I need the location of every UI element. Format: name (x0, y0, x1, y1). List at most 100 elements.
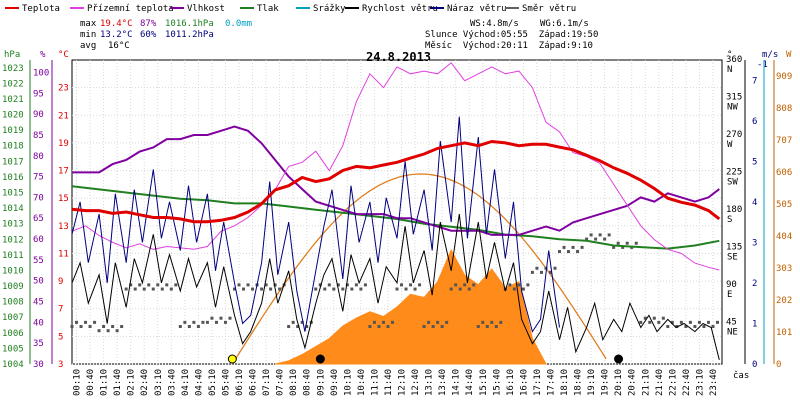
wind-dir-point (490, 320, 494, 324)
series-rychlost-vetru (71, 213, 720, 361)
stat-avg-temp: 16°C (108, 41, 130, 51)
tick-c: 5 (58, 332, 63, 342)
tick-time: 08:10 (289, 369, 299, 396)
tick-hpa: 1014 (2, 204, 24, 214)
tick-time: 22:10 (668, 369, 678, 396)
tick-pct: 75 (33, 173, 44, 183)
wind-dir-point (400, 283, 404, 287)
tick-hpa: 1015 (2, 189, 24, 199)
tick-time: 13:40 (438, 369, 448, 396)
tick-time: 14:40 (465, 369, 475, 396)
wind-dir-point (115, 329, 119, 333)
tick-dir-deg: 270 (726, 130, 742, 140)
wind-dir-point (544, 266, 548, 270)
stat-min-label: min (80, 30, 96, 40)
wind-dir-point (219, 316, 223, 320)
wind-dir-point (648, 320, 652, 324)
wind-dir-point (93, 320, 97, 324)
wind-dir-point (291, 320, 295, 324)
wind-dir-point (666, 325, 670, 329)
tick-pct: 60 (33, 235, 44, 245)
wind-dir-point (436, 320, 440, 324)
series-vlhkost (72, 125, 720, 236)
wind-dir-point (70, 325, 74, 329)
tick-dir-name: N (727, 65, 732, 75)
wind-dir-point (652, 316, 656, 320)
tick-hpa: 1006 (2, 329, 24, 339)
wind-dir-point (120, 325, 124, 329)
tick-time: 08:40 (303, 369, 313, 396)
tick-dir-deg: 360 (726, 55, 742, 65)
series-naraz-vetru (71, 116, 560, 333)
axis-unit-deg: ° (727, 50, 732, 60)
wind-dir-point (598, 233, 602, 237)
wind-dir-point (526, 283, 530, 287)
stats-block: max 19.4°C 87% 1016.1hPa 0.0mm min 13.2°… (80, 19, 598, 51)
tick-time: 22:40 (682, 369, 692, 396)
stat-max-hum: 87% (140, 19, 157, 29)
tick-pct: 55 (33, 256, 44, 266)
wind-dir-point (372, 320, 376, 324)
tick-dir-deg: 90 (726, 280, 737, 290)
tick-hpa: 1009 (2, 282, 24, 292)
wind-dir-point (138, 283, 142, 287)
wind-dir-point (693, 325, 697, 329)
stat-max-label: max (80, 19, 97, 29)
wind-dir-point (548, 270, 552, 274)
wind-dir-point (178, 325, 182, 329)
wind-dir-point (553, 266, 557, 270)
wind-dir-point (300, 320, 304, 324)
wind-dir-point (508, 283, 512, 287)
tick-hpa: 1017 (2, 157, 24, 167)
wind-dir-point (336, 283, 340, 287)
tick-time: 19:10 (587, 369, 597, 396)
tick-time: 23:40 (709, 369, 719, 396)
wind-dir-point (445, 320, 449, 324)
wind-dir-point (97, 329, 101, 333)
wind-dir-point (386, 325, 390, 329)
tick-time: 20:10 (614, 369, 624, 396)
wind-dir-point (418, 283, 422, 287)
stat-min-temp: 13.2°C (100, 30, 133, 40)
tick-time: 19:40 (601, 369, 611, 396)
wind-dir-point (354, 283, 358, 287)
wind-dir-point (454, 283, 458, 287)
wind-dir-point (314, 287, 318, 291)
tick-pct: 90 (33, 110, 44, 120)
tick-time: 18:10 (560, 369, 570, 396)
tick-ms-top: -1 (757, 60, 768, 70)
wind-dir-point (395, 287, 399, 291)
wind-dir-point (223, 320, 227, 324)
tick-ms: 6 (752, 117, 757, 127)
tick-time: 04:40 (194, 369, 204, 396)
tick-pct: 40 (33, 318, 44, 328)
tick-hpa: 1022 (2, 79, 24, 89)
wind-dir-point (494, 325, 498, 329)
tick-dir-name: E (727, 290, 732, 300)
wind-dir-point (422, 325, 426, 329)
wind-dir-point (634, 241, 638, 245)
tick-time: 10:10 (343, 369, 353, 396)
wind-dir-point (287, 325, 291, 329)
chart-title: 24.8.2013 (366, 50, 431, 64)
tick-c: 15 (58, 194, 69, 204)
tick-time: 09:40 (330, 369, 340, 396)
tick-ms: 0 (752, 360, 757, 370)
wind-dir-point (702, 325, 706, 329)
tick-time: 12:10 (398, 369, 408, 396)
tick-hpa: 1008 (2, 298, 24, 308)
tick-time: 23:10 (695, 369, 705, 396)
tick-c: 19 (58, 139, 69, 149)
tick-time: 17:10 (533, 369, 543, 396)
stat-max-rain: 0.0mm (225, 19, 252, 29)
wind-dir-point (485, 325, 489, 329)
wind-dir-point (111, 325, 115, 329)
wind-dir-point (567, 250, 571, 254)
tick-dir-name: NE (727, 328, 738, 338)
axis-unit-ms: m/s (762, 50, 778, 60)
wind-dir-point (79, 325, 83, 329)
wind-dir-point (440, 325, 444, 329)
wind-dir-point (558, 250, 561, 254)
stat-ws: WS:4.8m/s (470, 19, 519, 29)
